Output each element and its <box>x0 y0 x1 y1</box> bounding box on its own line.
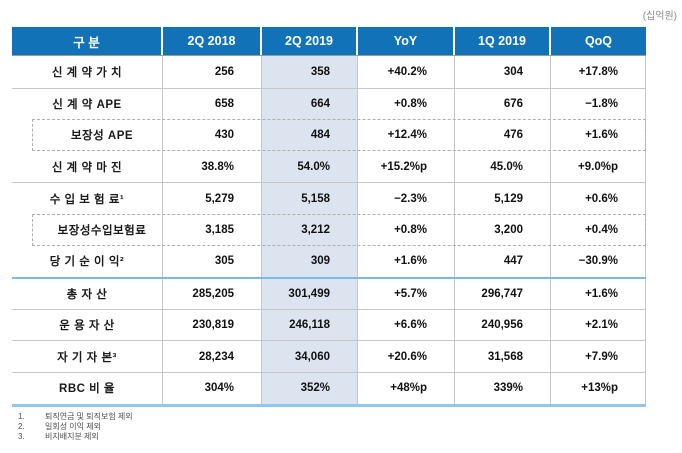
table-cell: 447 <box>455 245 551 278</box>
table-cell: 5,279 <box>163 183 262 214</box>
table-row-new-business-margin: 신 계 약 마 진 38.8% 54.0% +15.2%p 45.0% +9.0… <box>12 150 646 183</box>
table-cell: −1.8% <box>551 88 646 120</box>
table-cell: 664 <box>262 88 358 120</box>
footnote-3: 3. 비지배지분 제외 <box>18 432 133 442</box>
table-cell: 54.0% <box>262 150 358 183</box>
table-cell: +15.2%p <box>358 150 455 183</box>
table-cell: 352% <box>262 372 358 404</box>
table-cell: 476 <box>455 119 551 151</box>
header-cell-2q2018: 2Q 2018 <box>163 27 262 55</box>
footnote-marker: 1. <box>18 412 25 421</box>
row-label: 보장성 APE <box>12 119 163 151</box>
table-row-premium-income: 수 입 보 험 료¹ 5,279 5,158 −2.3% 5,129 +0.6% <box>12 182 646 214</box>
table-cell: 230,819 <box>163 309 262 341</box>
footnote-text: 일회성 이익 제외 <box>45 422 101 431</box>
footnote-marker: 3. <box>18 432 25 441</box>
table-cell: 5,158 <box>262 183 358 214</box>
footnote-text: 비지배지분 제외 <box>45 432 99 441</box>
table-cell: 246,118 <box>262 309 358 341</box>
row-label: 운 용 자 산 <box>12 309 163 341</box>
table-cell: +5.7% <box>358 279 455 309</box>
table-cell: +6.6% <box>358 309 455 341</box>
table-cell: +9.0%p <box>551 150 646 183</box>
table-row-invested-assets: 운 용 자 산 230,819 246,118 +6.6% 240,956 +2… <box>12 308 646 341</box>
table-cell: 3,212 <box>262 213 358 246</box>
row-label: 당 기 순 이 익² <box>12 245 163 278</box>
row-label: 자 기 자 본³ <box>12 341 163 372</box>
table-cell: +17.8% <box>551 56 646 88</box>
header-cell-yoy: YoY <box>358 27 455 55</box>
header-cell-category: 구 분 <box>12 27 163 55</box>
table-row-protection-premium-income: 보장성수입보험료 3,185 3,212 +0.8% 3,200 +0.4% <box>12 213 646 246</box>
table-cell: +48%p <box>358 372 455 404</box>
table-cell: −30.9% <box>551 245 646 278</box>
row-label: RBC 비 율 <box>12 372 163 404</box>
table-cell: 658 <box>163 88 262 120</box>
table-cell: 676 <box>455 88 551 120</box>
table-cell: 256 <box>163 56 262 88</box>
table-cell: 304% <box>163 372 262 404</box>
table-cell: 3,200 <box>455 213 551 246</box>
unit-label: (십억원) <box>642 11 677 22</box>
table-row-new-business-value: 신 계 약 가 치 256 358 +40.2% 304 +17.8% <box>12 56 646 88</box>
table-header-row: 구 분 2Q 2018 2Q 2019 YoY 1Q 2019 QoQ <box>12 27 646 55</box>
table-cell: 3,185 <box>163 213 262 246</box>
header-cell-1q2019: 1Q 2019 <box>455 27 551 55</box>
table-row-total-assets: 총 자 산 285,205 301,499 +5.7% 296,747 +1.6… <box>12 277 646 309</box>
footnote-marker: 2. <box>18 422 25 431</box>
table-cell: +0.4% <box>551 213 646 246</box>
table-cell: +1.6% <box>551 279 646 309</box>
table-cell: 430 <box>163 119 262 151</box>
table-cell: 305 <box>163 245 262 278</box>
footnotes: 1. 퇴직연금 및 퇴직보험 제외 2. 일회성 이익 제외 3. 비지배지분 … <box>18 412 133 442</box>
table-cell: +20.6% <box>358 341 455 372</box>
header-cell-2q2019: 2Q 2019 <box>262 27 358 55</box>
table-cell: +1.6% <box>358 245 455 278</box>
table-cell: −2.3% <box>358 183 455 214</box>
row-label: 총 자 산 <box>12 279 163 309</box>
table-row-protection-ape: 보장성 APE 430 484 +12.4% 476 +1.6% <box>12 119 646 151</box>
table-row-new-business-ape: 신 계 약 APE 658 664 +0.8% 676 −1.8% <box>12 87 646 120</box>
table-cell: 296,747 <box>455 279 551 309</box>
table-row-net-income: 당 기 순 이 익² 305 309 +1.6% 447 −30.9% <box>12 245 646 278</box>
row-label: 신 계 약 APE <box>12 88 163 120</box>
table-cell: 484 <box>262 119 358 151</box>
table-row-rbc-ratio: RBC 비 율 304% 352% +48%p 339% +13%p <box>12 371 646 404</box>
table-cell: 309 <box>262 245 358 278</box>
table-cell: +2.1% <box>551 309 646 341</box>
footnote-2: 2. 일회성 이익 제외 <box>18 422 133 432</box>
row-label: 신 계 약 마 진 <box>12 150 163 183</box>
table-cell: 45.0% <box>455 150 551 183</box>
table-cell: 34,060 <box>262 341 358 372</box>
table-cell: 5,129 <box>455 183 551 214</box>
table-body: 신 계 약 가 치 256 358 +40.2% 304 +17.8% 신 계 … <box>12 55 646 407</box>
table-cell: 28,234 <box>163 341 262 372</box>
table-cell: +0.8% <box>358 213 455 246</box>
financial-results-table: 구 분 2Q 2018 2Q 2019 YoY 1Q 2019 QoQ 신 계 … <box>12 27 646 407</box>
table-row-shareholders-equity: 자 기 자 본³ 28,234 34,060 +20.6% 31,568 +7.… <box>12 340 646 372</box>
table-cell: 240,956 <box>455 309 551 341</box>
table-cell: 301,499 <box>262 279 358 309</box>
table-cell: 38.8% <box>163 150 262 183</box>
footnote-text: 퇴직연금 및 퇴직보험 제외 <box>45 412 133 421</box>
table-cell: +0.6% <box>551 183 646 214</box>
table-cell: +12.4% <box>358 119 455 151</box>
table-cell: +7.9% <box>551 341 646 372</box>
table-cell: 339% <box>455 372 551 404</box>
table-cell: 285,205 <box>163 279 262 309</box>
table-cell: +40.2% <box>358 56 455 88</box>
table-cell: 304 <box>455 56 551 88</box>
table-cell: 358 <box>262 56 358 88</box>
table-cell: +0.8% <box>358 88 455 120</box>
header-cell-qoq: QoQ <box>584 34 613 48</box>
table-cell: 31,568 <box>455 341 551 372</box>
row-label: 신 계 약 가 치 <box>12 56 163 88</box>
table-cell: +13%p <box>551 372 646 404</box>
footnote-1: 1. 퇴직연금 및 퇴직보험 제외 <box>18 412 133 422</box>
row-label: 보장성수입보험료 <box>12 213 163 246</box>
row-label: 수 입 보 험 료¹ <box>12 183 163 214</box>
table-cell: +1.6% <box>551 119 646 151</box>
